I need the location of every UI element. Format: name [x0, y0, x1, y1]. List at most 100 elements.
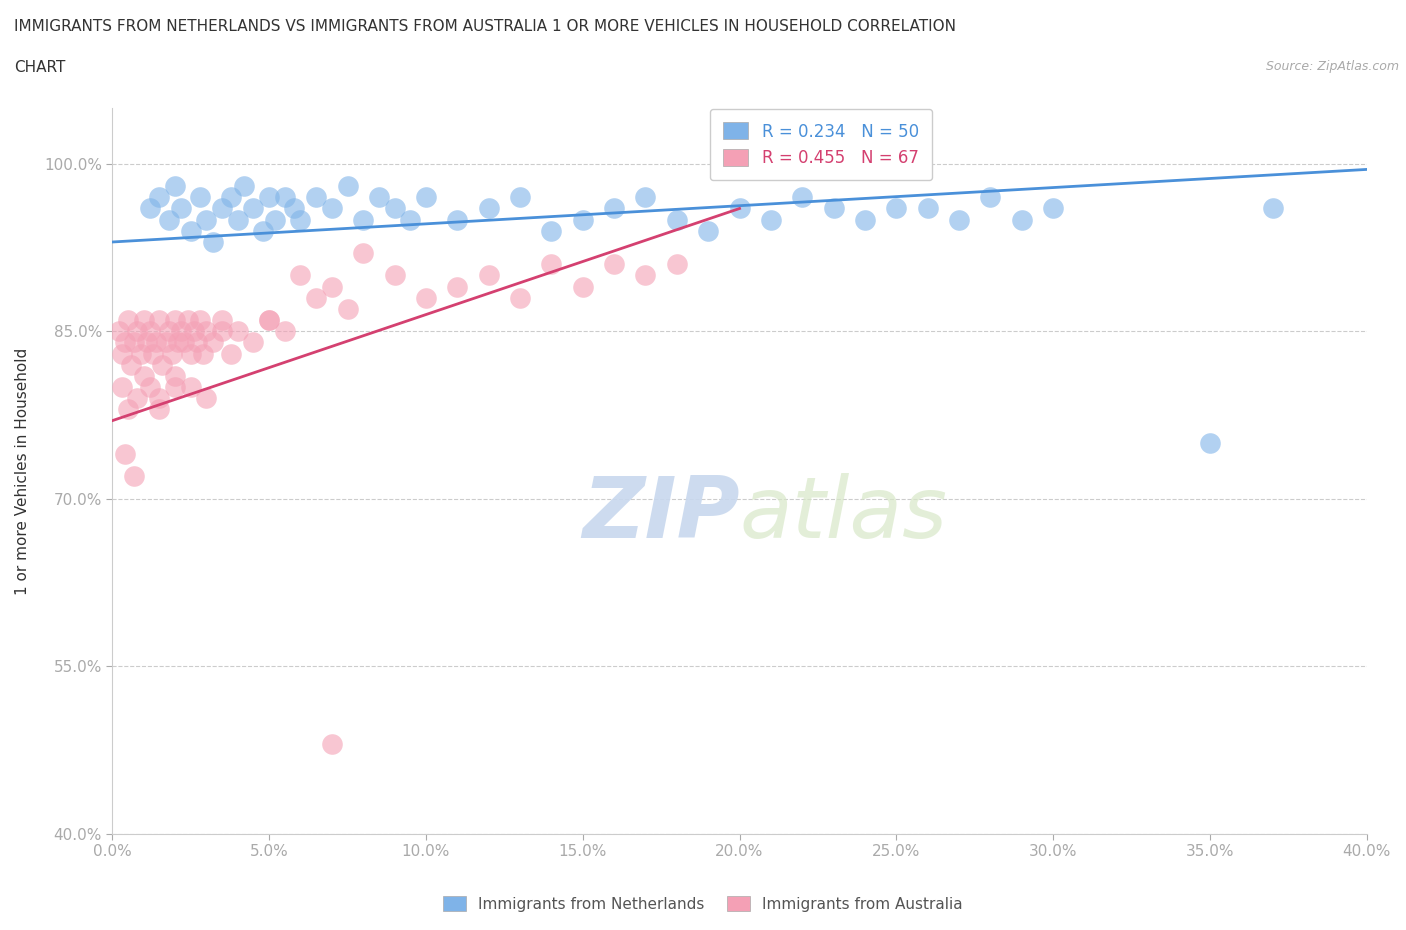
Point: [160, 346, 183, 361]
Point: [367, 190, 389, 205]
Point: [886, 201, 908, 216]
Point: [211, 312, 233, 327]
Point: [167, 335, 190, 350]
Point: [283, 201, 305, 216]
Text: IMMIGRANTS FROM NETHERLANDS VS IMMIGRANTS FROM AUSTRALIA 1 OR MORE VEHICLES IN H: IMMIGRANTS FROM NETHERLANDS VS IMMIGRANT…: [14, 19, 956, 33]
Point: [446, 212, 468, 227]
Point: [157, 212, 180, 227]
Point: [233, 179, 256, 193]
Point: [173, 335, 195, 350]
Point: [336, 179, 359, 193]
Point: [305, 190, 328, 205]
Point: [107, 324, 129, 339]
Point: [148, 312, 170, 327]
Point: [135, 335, 157, 350]
Point: [415, 290, 437, 305]
Point: [478, 201, 501, 216]
Point: [163, 379, 186, 394]
Point: [759, 212, 782, 227]
Point: [148, 402, 170, 417]
Point: [221, 190, 243, 205]
Point: [132, 312, 155, 327]
Point: [853, 212, 876, 227]
Point: [180, 379, 202, 394]
Point: [257, 190, 280, 205]
Point: [509, 190, 531, 205]
Point: [155, 335, 177, 350]
Point: [399, 212, 422, 227]
Text: atlas: atlas: [740, 473, 948, 556]
Text: ZIP: ZIP: [582, 473, 740, 556]
Point: [728, 201, 751, 216]
Point: [321, 201, 343, 216]
Point: [221, 346, 243, 361]
Legend: Immigrants from Netherlands, Immigrants from Australia: Immigrants from Netherlands, Immigrants …: [437, 889, 969, 918]
Point: [274, 324, 297, 339]
Point: [129, 346, 152, 361]
Point: [170, 324, 193, 339]
Point: [603, 201, 626, 216]
Point: [352, 212, 374, 227]
Point: [180, 223, 202, 238]
Point: [1261, 201, 1284, 216]
Point: [111, 379, 134, 394]
Point: [188, 190, 211, 205]
Point: [195, 391, 218, 405]
Point: [120, 357, 142, 372]
Point: [290, 212, 312, 227]
Point: [226, 324, 249, 339]
Point: [211, 201, 233, 216]
Point: [1199, 435, 1222, 450]
Point: [152, 357, 174, 372]
Point: [252, 223, 274, 238]
Point: [132, 368, 155, 383]
Point: [264, 212, 287, 227]
Point: [127, 391, 149, 405]
Point: [509, 290, 531, 305]
Y-axis label: 1 or more Vehicles in Household: 1 or more Vehicles in Household: [15, 347, 30, 594]
Point: [117, 312, 139, 327]
Text: Source: ZipAtlas.com: Source: ZipAtlas.com: [1265, 60, 1399, 73]
Point: [139, 379, 162, 394]
Point: [274, 190, 297, 205]
Point: [478, 268, 501, 283]
Point: [195, 324, 218, 339]
Point: [979, 190, 1001, 205]
Point: [127, 324, 149, 339]
Point: [571, 212, 593, 227]
Point: [211, 324, 233, 339]
Point: [148, 190, 170, 205]
Point: [384, 201, 406, 216]
Point: [352, 246, 374, 260]
Point: [183, 324, 205, 339]
Point: [917, 201, 939, 216]
Point: [321, 279, 343, 294]
Point: [305, 290, 328, 305]
Point: [697, 223, 720, 238]
Point: [142, 346, 165, 361]
Point: [188, 312, 211, 327]
Point: [415, 190, 437, 205]
Point: [122, 335, 145, 350]
Point: [665, 212, 688, 227]
Point: [290, 268, 312, 283]
Point: [571, 279, 593, 294]
Point: [111, 346, 134, 361]
Point: [163, 179, 186, 193]
Point: [634, 268, 657, 283]
Point: [226, 212, 249, 227]
Point: [117, 402, 139, 417]
Point: [446, 279, 468, 294]
Point: [186, 335, 208, 350]
Point: [540, 223, 562, 238]
Point: [384, 268, 406, 283]
Point: [170, 201, 193, 216]
Point: [157, 324, 180, 339]
Point: [823, 201, 845, 216]
Point: [321, 737, 343, 751]
Point: [195, 212, 218, 227]
Point: [148, 391, 170, 405]
Point: [114, 446, 136, 461]
Point: [336, 301, 359, 316]
Point: [201, 234, 224, 249]
